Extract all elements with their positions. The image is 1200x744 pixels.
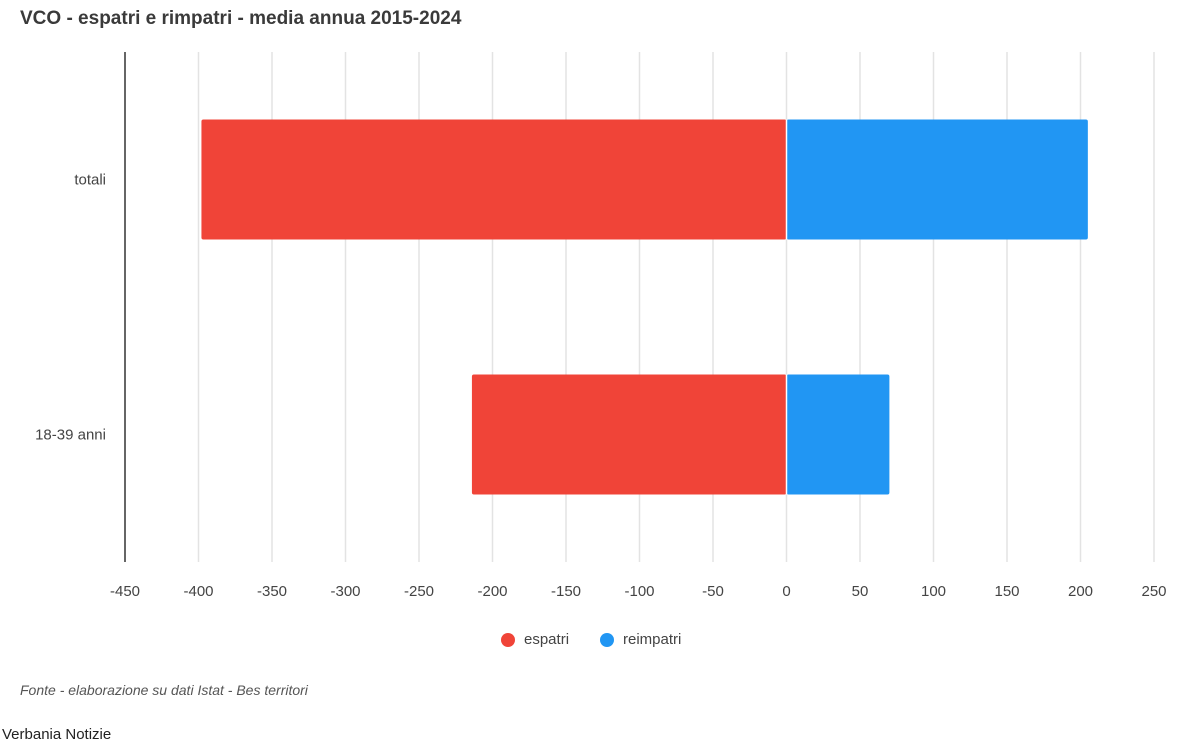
x-tick-label: 200: [1068, 583, 1093, 600]
bar-espatri-2[interactable]: [471, 374, 787, 495]
legend-item-espatri[interactable]: espatri: [501, 631, 569, 648]
bar-espatri-1[interactable]: [201, 119, 787, 240]
chart-title: VCO - espatri e rimpatri - media annua 2…: [20, 8, 462, 29]
x-axis-ticks: -450 -400 -350 -300 -250 -200 -150 -100 -50 0 50 10…: [110, 583, 1167, 600]
x-tick-label: -200: [477, 583, 507, 600]
legend-label-reimpatri: reimpatri: [623, 631, 682, 648]
legend: espatri reimpatri: [0, 631, 1200, 653]
legend-item-reimpatri[interactable]: reimpatri: [600, 631, 681, 648]
category-label: 18-39 anni: [35, 427, 106, 444]
legend-label-espatri: espatri: [524, 631, 570, 648]
bar-reimpatri-2[interactable]: [786, 374, 890, 495]
x-tick-label: -450: [110, 583, 140, 600]
x-tick-label: -150: [551, 583, 581, 600]
publisher-credit: Verbania Notizie: [2, 726, 112, 743]
bars: [201, 119, 1088, 495]
bar-reimpatri-1[interactable]: [786, 119, 1088, 240]
x-tick-label: -100: [624, 583, 654, 600]
x-tick-label: 50: [852, 583, 869, 600]
x-tick-label: -300: [330, 583, 360, 600]
x-tick-label: -50: [702, 583, 724, 600]
x-tick-label: -350: [257, 583, 287, 600]
x-tick-label: 150: [994, 583, 1019, 600]
x-tick-label: -250: [404, 583, 434, 600]
category-label: totali: [74, 172, 106, 189]
x-tick-label: 250: [1141, 583, 1166, 600]
legend-marker-espatri: [501, 632, 515, 647]
x-tick-label: 0: [782, 583, 790, 600]
x-tick-label: -400: [183, 583, 213, 600]
bar-chart: -450 -400 -350 -300 -250 -200 -150 -100 -50 0 50 10…: [35, 52, 1167, 600]
legend-marker-reimpatri: [600, 632, 614, 647]
source-note: Fonte - elaborazione su dati Istat - Bes…: [20, 682, 308, 698]
x-tick-label: 100: [921, 583, 946, 600]
category-labels: totali 18-39 anni: [35, 172, 106, 444]
